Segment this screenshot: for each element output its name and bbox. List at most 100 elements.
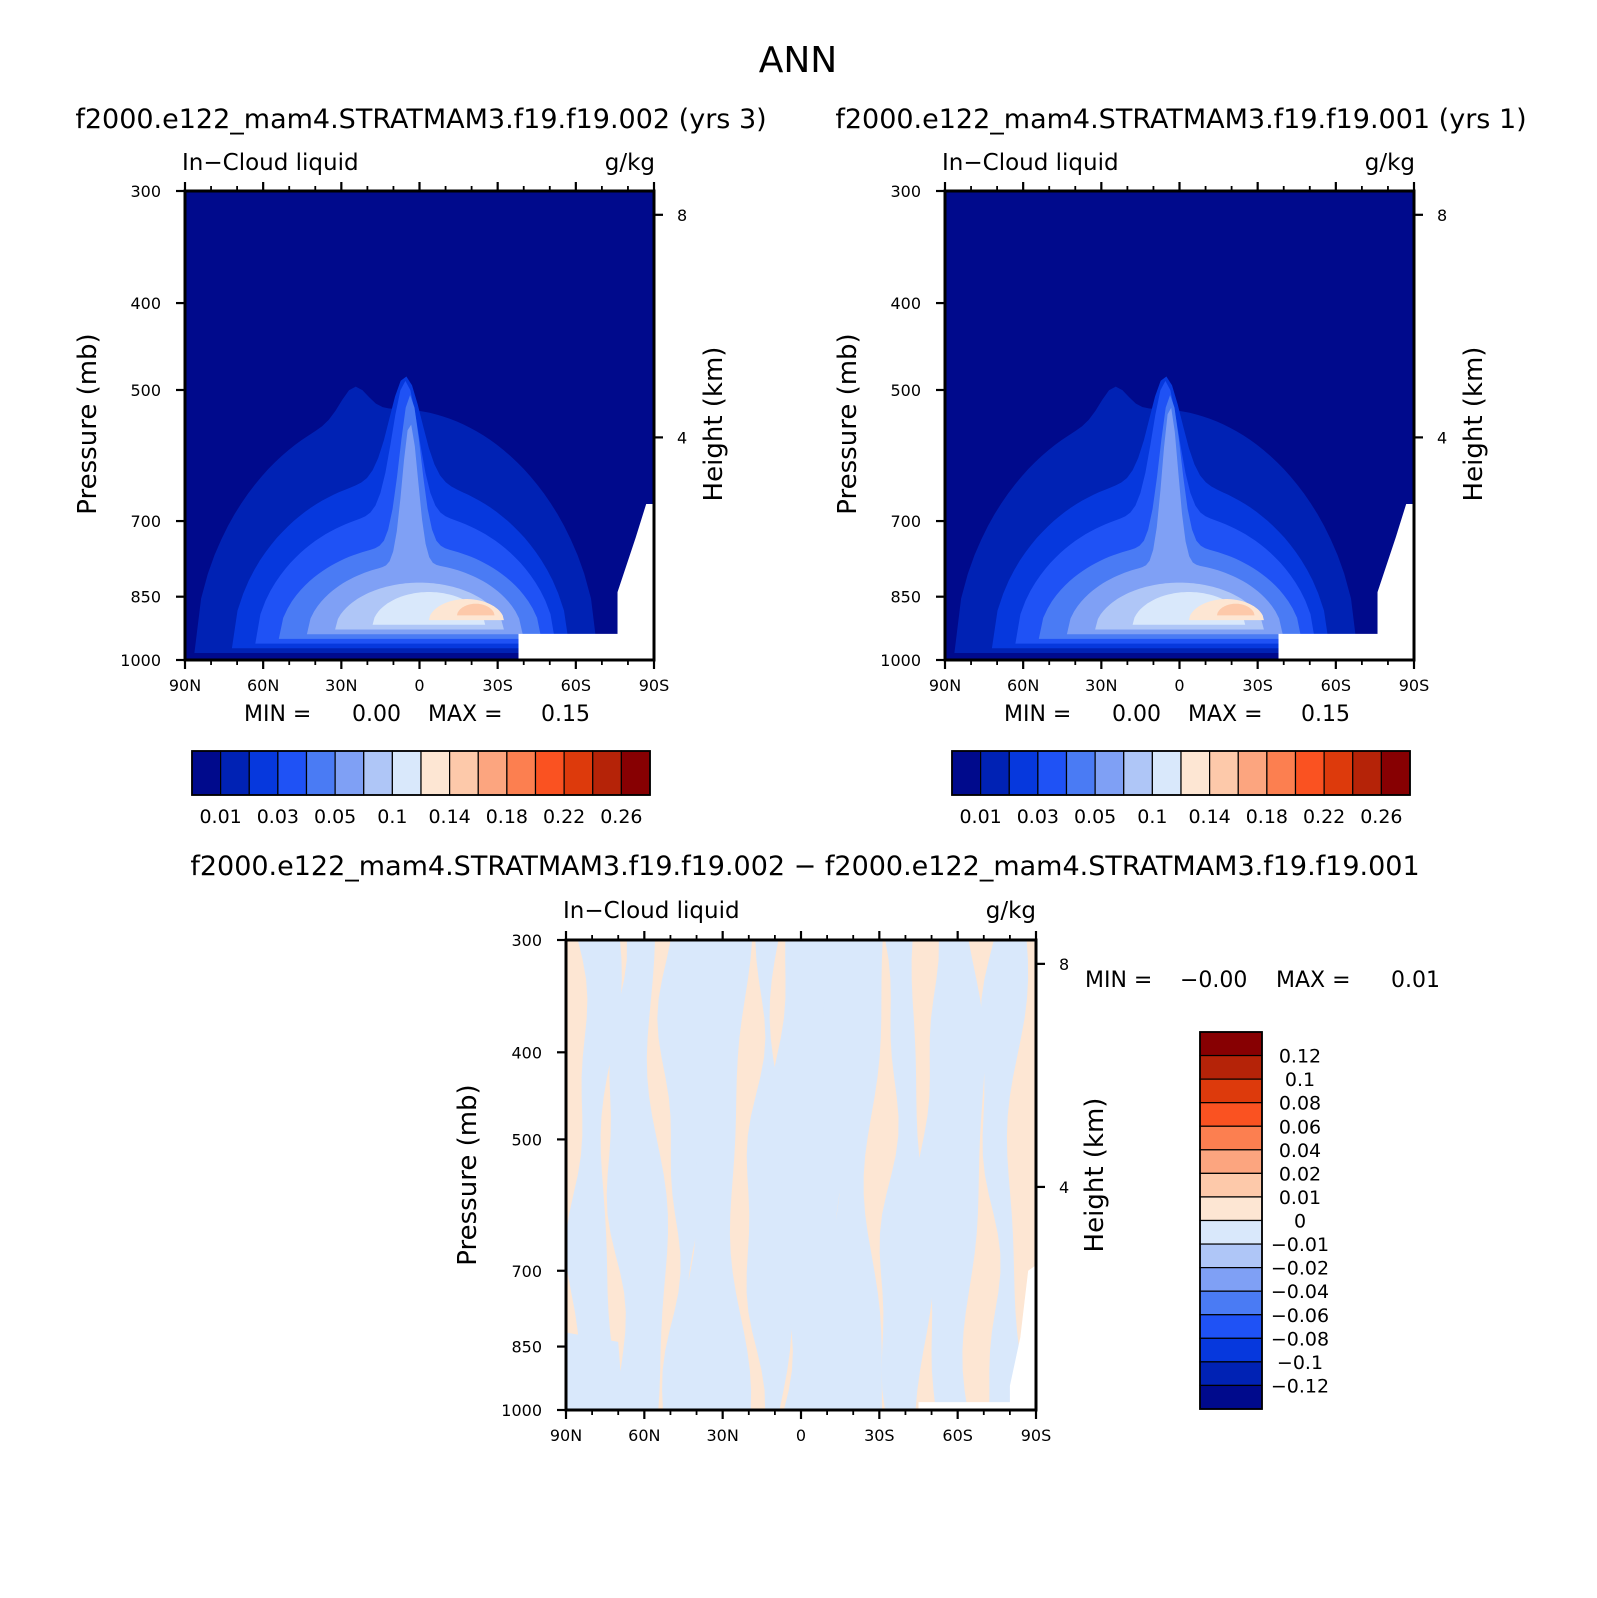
y-tick-label: 1000 — [501, 1401, 542, 1420]
colorbar-label: 0.12 — [1279, 1046, 1321, 1068]
colorbar-label: −0.01 — [1271, 1234, 1329, 1256]
colorbar-swatch — [1199, 1196, 1263, 1222]
colorbar-swatch — [506, 750, 537, 796]
units-label: g/kg — [605, 150, 655, 176]
colorbar-swatch — [1199, 1149, 1263, 1174]
colorbar-swatch — [420, 750, 451, 796]
y-tick-label: 400 — [511, 1043, 542, 1062]
colorbar-label: −0.1 — [1277, 1352, 1323, 1374]
field-label: In−Cloud liquid — [942, 150, 1119, 176]
min-label: MIN = — [244, 702, 311, 727]
colorbar-swatch — [620, 750, 651, 796]
y2-tick-label: 4 — [1059, 1178, 1069, 1197]
x-tick-label: 30N — [1085, 676, 1117, 695]
colorbar-swatch — [334, 750, 365, 796]
contour-level — [1217, 603, 1255, 616]
x-tick-label: 60S — [942, 1426, 973, 1445]
colorbar: 0.01 0.03 0.05 0.1 0.14 0.18 0.22 0.26 — [951, 750, 1411, 828]
y-tick-label: 300 — [890, 182, 921, 201]
x-tick-label: 60N — [1007, 676, 1039, 695]
colorbar-frame — [1199, 1031, 1263, 1410]
colorbar-swatch — [305, 750, 336, 796]
y-tick-label: 300 — [130, 182, 161, 201]
colorbar-swatch — [1180, 750, 1211, 796]
colorbar: 0.01 0.03 0.05 0.1 0.14 0.18 0.22 0.26 — [191, 750, 651, 828]
contour-level — [1066, 407, 1283, 635]
colorbar-label: 0.01 — [1279, 1187, 1321, 1209]
colorbar-label: 0.01 — [199, 806, 241, 828]
y-tick-label: 500 — [130, 381, 161, 400]
panel-title: f2000.e122_mam4.STRATMAM3.f19.f19.002 − … — [190, 851, 1419, 882]
colorbar-swatch — [1237, 750, 1268, 796]
y-tick-label: 400 — [130, 294, 161, 313]
colorbar-swatch — [951, 750, 982, 796]
y-tick-label: 700 — [511, 1262, 542, 1281]
colorbar-swatch — [1199, 1361, 1263, 1387]
colorbar-swatch — [248, 750, 279, 796]
y-tick-label: 400 — [890, 294, 921, 313]
colorbar-swatch — [1123, 750, 1153, 796]
colorbar-swatch — [1094, 750, 1125, 796]
colorbar-label: 0.03 — [257, 806, 299, 828]
y2-tick-label: 8 — [1059, 955, 1069, 974]
panel-difference: f2000.e122_mam4.STRATMAM3.f19.f19.002 − … — [190, 851, 1440, 1445]
colorbar-swatch — [1199, 1219, 1263, 1245]
contour-level — [457, 603, 495, 616]
x-tick-label: 90S — [639, 676, 670, 695]
colorbar-label: −0.08 — [1271, 1328, 1329, 1350]
colorbar-label: 0.14 — [1188, 806, 1230, 828]
axis-ticks: 90N 60N 30N 0 30S 60S 90S 300 400 500 700 850 1000 8 4 — [880, 182, 1447, 695]
colorbar-label: 0.01 — [959, 806, 1001, 828]
colorbar-label: 0.04 — [1279, 1140, 1321, 1162]
colorbar-swatch — [391, 750, 422, 796]
colorbar-swatch — [534, 750, 565, 796]
x-tick-label: 30S — [1242, 676, 1273, 695]
y-axis-label: Pressure (mb) — [833, 333, 863, 514]
colorbar-label: 0.06 — [1279, 1116, 1321, 1138]
colorbar-swatch — [1199, 1290, 1263, 1316]
figure-title: ANN — [759, 40, 838, 81]
colorbar-swatch — [220, 750, 250, 796]
colorbar-label: 0.1 — [377, 806, 407, 828]
colorbar-swatch — [1352, 750, 1382, 796]
y2-axis-label: Height (km) — [1080, 1098, 1110, 1253]
negative-difference-region — [980, 940, 1029, 1410]
colorbar-label: 0.26 — [1360, 806, 1402, 828]
panel-title: f2000.e122_mam4.STRATMAM3.f19.f19.001 (y… — [835, 104, 1526, 135]
y-axis-label: Pressure (mb) — [453, 1084, 483, 1265]
units-label: g/kg — [1365, 150, 1415, 176]
colorbar-label: −0.04 — [1271, 1281, 1329, 1303]
colorbar-swatch — [1199, 1054, 1263, 1080]
min-value: 0.00 — [352, 702, 401, 727]
colorbar-swatch — [592, 750, 622, 796]
colorbar-swatch — [1380, 750, 1411, 796]
colorbar-swatch — [1151, 750, 1182, 796]
negative-difference-region — [879, 940, 934, 1410]
colorbar-swatch — [1199, 1172, 1263, 1198]
colorbar-swatch — [1199, 1031, 1263, 1057]
y-tick-label: 500 — [890, 381, 921, 400]
field-label: In−Cloud liquid — [182, 150, 359, 176]
axis-ticks: 90N 60N 30N 0 30S 60S 90S 300 400 500 700 850 1000 8 4 — [120, 182, 687, 695]
axis-ticks: 90N 60N 30N 0 30S 60S 90S 300 400 500 700 850 1000 8 4 — [501, 931, 1069, 1445]
colorbar-swatch — [1266, 750, 1297, 796]
x-tick-label: 90N — [550, 1426, 582, 1445]
max-label: MAX = — [1276, 968, 1351, 993]
x-tick-label: 90N — [169, 676, 201, 695]
colorbar-label: 0.05 — [314, 806, 356, 828]
colorbar-swatch — [363, 750, 393, 796]
colorbar-swatch — [277, 750, 308, 796]
colorbar-label: 0.14 — [428, 806, 470, 828]
max-value: 0.15 — [541, 702, 590, 727]
colorbar-swatch — [1199, 1243, 1263, 1269]
x-tick-label: 30S — [864, 1426, 895, 1445]
colorbar-label: −0.06 — [1271, 1305, 1329, 1327]
x-tick-label: 30N — [325, 676, 357, 695]
panel-experiment-002: f2000.e122_mam4.STRATMAM3.f19.f19.002 (y… — [73, 104, 767, 828]
colorbar-label: 0.08 — [1279, 1093, 1321, 1115]
negative-difference-region — [566, 1332, 624, 1410]
x-tick-label: 0 — [1174, 676, 1184, 695]
min-value: 0.00 — [1112, 702, 1161, 727]
min-label: MIN = — [1085, 968, 1152, 993]
